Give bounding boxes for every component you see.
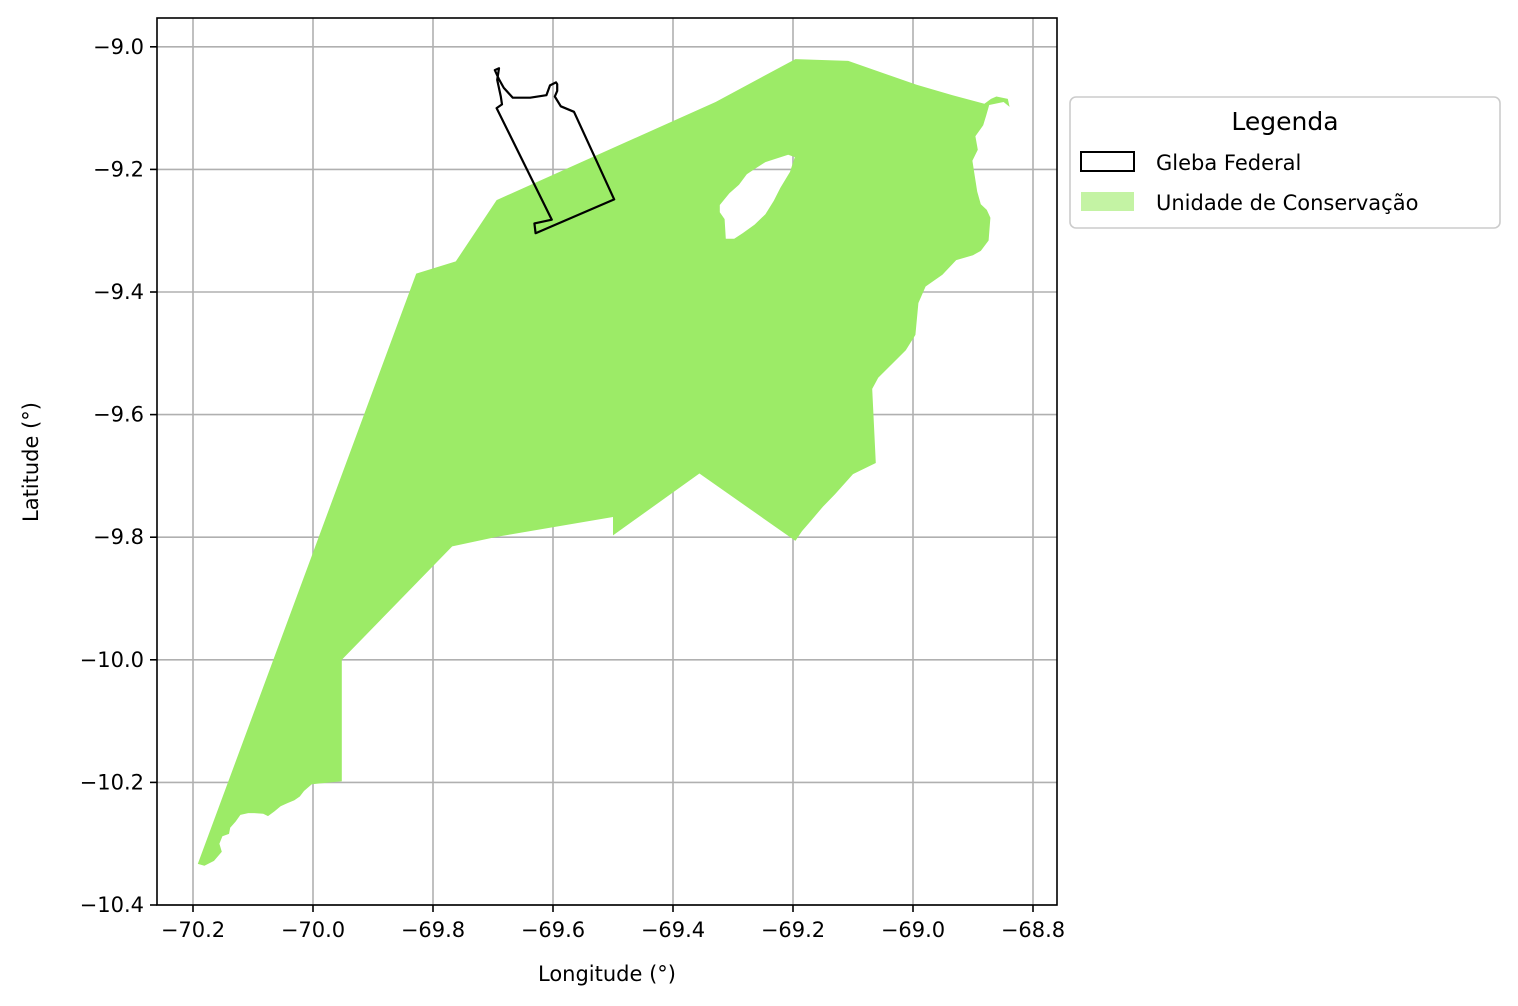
legend-frame: [1069, 96, 1501, 229]
y-tick-label: −9.2: [93, 157, 144, 181]
legend-label-gleba-federal: Gleba Federal: [1156, 151, 1301, 175]
x-tick-label: −69.2: [761, 918, 825, 942]
y-tick-label: −10.0: [80, 648, 144, 672]
conservation-unit-polygon: [197, 59, 1010, 866]
y-tick-label: −10.4: [80, 893, 144, 917]
plot-frame: [156, 17, 1058, 906]
x-axis: −70.2 −70.0 −69.8 −69.6 −69.4 −69.2 −69.0 −68.8: [161, 905, 1065, 942]
y-tick-label: −9.4: [93, 280, 144, 304]
x-tick-label: −70.2: [161, 918, 225, 942]
x-tick-label: −70.0: [281, 918, 345, 942]
legend-swatch-gleba-federal: [1080, 151, 1135, 172]
x-tick-label: −69.8: [401, 918, 465, 942]
legend: Legenda Gleba Federal Unidade de Conserv…: [1069, 96, 1501, 229]
x-tick-label: −69.0: [881, 918, 945, 942]
x-axis-title: Longitude (°): [538, 962, 676, 986]
y-axis: −9.0 −9.2 −9.4 −9.6 −9.8 −10.0 −10.2 −10.4: [80, 35, 157, 917]
y-tick-label: −10.2: [80, 770, 144, 794]
legend-label-unidade-de-conservacao: Unidade de Conservação: [1156, 191, 1418, 215]
gleba-federal-outline: [493, 67, 616, 235]
y-tick-label: −9.8: [93, 525, 144, 549]
x-tick-label: −68.8: [1001, 918, 1065, 942]
legend-title: Legenda: [1231, 107, 1338, 136]
x-tick-label: −69.6: [521, 918, 585, 942]
legend-swatch-unidade-de-conservacao: [1081, 192, 1134, 211]
x-tick-label: −69.4: [641, 918, 705, 942]
y-axis-title: Latitude (°): [19, 402, 43, 522]
y-tick-label: −9.0: [93, 35, 144, 59]
y-tick-label: −9.6: [93, 403, 144, 427]
